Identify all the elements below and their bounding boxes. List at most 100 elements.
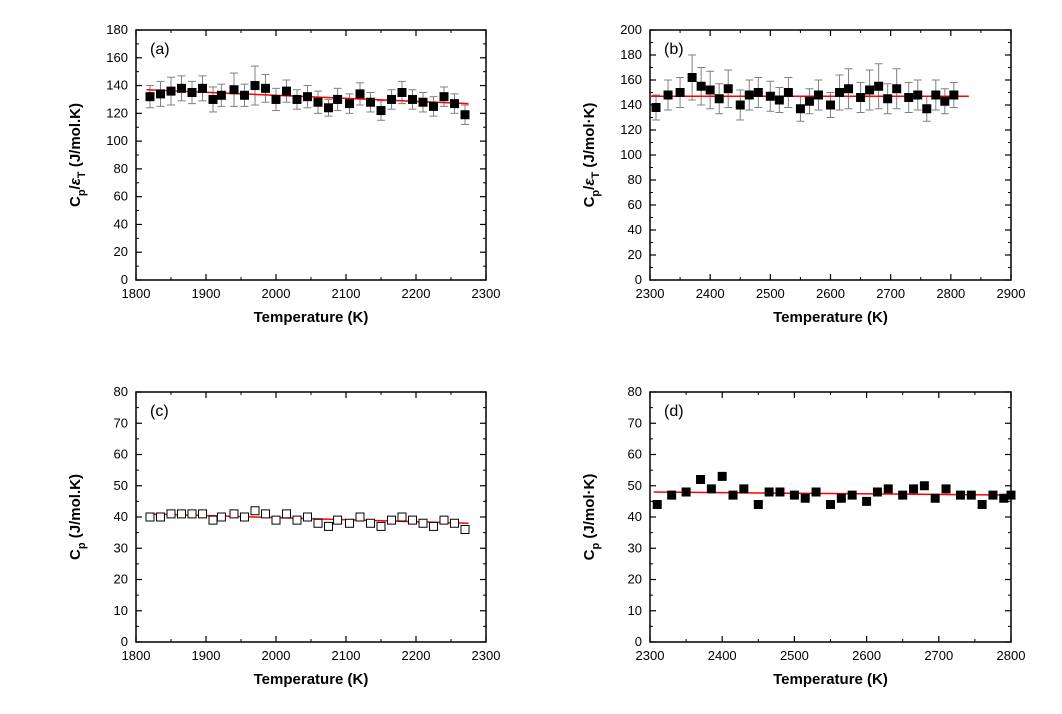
data-marker	[251, 507, 259, 515]
data-marker	[356, 90, 364, 98]
data-marker	[956, 491, 964, 499]
data-marker	[178, 510, 186, 518]
data-marker	[724, 85, 732, 93]
data-marker	[157, 90, 165, 98]
y-tick-label: 10	[628, 603, 642, 618]
plot-frame	[650, 392, 1011, 642]
x-tick-label: 2300	[636, 648, 665, 663]
x-tick-label: 1800	[122, 648, 151, 663]
data-marker	[754, 501, 762, 509]
panel-letter: (b)	[664, 41, 684, 58]
data-marker	[230, 510, 238, 518]
y-tick-label: 30	[114, 540, 128, 555]
x-tick-label: 1900	[192, 286, 221, 301]
data-marker	[754, 89, 762, 97]
data-marker	[283, 510, 291, 518]
data-marker	[217, 91, 225, 99]
y-tick-label: 0	[121, 634, 128, 649]
data-marker	[419, 98, 427, 106]
y-tick-label: 80	[114, 161, 128, 176]
data-marker	[664, 91, 672, 99]
data-marker	[784, 89, 792, 97]
data-marker	[272, 516, 280, 524]
panel-a: 1800190020002100220023000204060801001201…	[36, 10, 514, 342]
x-tick-label: 2000	[262, 648, 291, 663]
data-marker	[766, 92, 774, 100]
x-axis-label: Temperature (K)	[254, 671, 369, 688]
y-tick-label: 200	[620, 22, 642, 37]
x-tick-label: 2300	[636, 286, 665, 301]
data-marker	[910, 485, 918, 493]
data-marker	[745, 91, 753, 99]
y-tick-label: 50	[628, 478, 642, 493]
x-tick-label: 1900	[192, 648, 221, 663]
data-marker	[367, 519, 375, 527]
data-marker	[398, 89, 406, 97]
data-marker	[461, 526, 469, 534]
data-marker	[899, 491, 907, 499]
data-marker	[920, 482, 928, 490]
data-marker	[293, 516, 301, 524]
data-marker	[718, 472, 726, 480]
y-axis-label: Cp/εT (J/mol·K)	[581, 103, 602, 208]
data-marker	[866, 86, 874, 94]
data-marker	[325, 522, 333, 530]
data-marker	[334, 516, 342, 524]
data-marker	[440, 516, 448, 524]
y-tick-label: 120	[106, 105, 128, 120]
y-tick-label: 80	[628, 172, 642, 187]
data-marker	[729, 491, 737, 499]
x-tick-label: 2900	[997, 286, 1026, 301]
data-marker	[230, 86, 238, 94]
data-marker	[356, 513, 364, 521]
data-marker	[653, 501, 661, 509]
data-marker	[676, 89, 684, 97]
data-marker	[241, 513, 249, 521]
data-marker	[461, 111, 469, 119]
data-marker	[736, 101, 744, 109]
y-tick-label: 40	[628, 222, 642, 237]
y-tick-label: 100	[106, 133, 128, 148]
x-tick-label: 2100	[332, 286, 361, 301]
data-marker	[652, 104, 660, 112]
data-marker	[314, 98, 322, 106]
x-tick-label: 1800	[122, 286, 151, 301]
data-marker	[440, 93, 448, 101]
x-tick-label: 2100	[332, 648, 361, 663]
data-marker	[932, 91, 940, 99]
data-marker	[950, 91, 958, 99]
data-marker	[914, 91, 922, 99]
data-marker	[978, 501, 986, 509]
y-tick-label: 120	[620, 122, 642, 137]
data-marker	[905, 94, 913, 102]
data-marker	[707, 485, 715, 493]
data-marker	[805, 97, 813, 105]
data-marker	[814, 91, 822, 99]
x-tick-label: 2400	[708, 648, 737, 663]
y-tick-label: 180	[620, 47, 642, 62]
x-tick-label: 2000	[262, 286, 291, 301]
data-marker	[836, 89, 844, 97]
x-axis-label: Temperature (K)	[773, 671, 888, 688]
data-marker	[272, 95, 280, 103]
data-marker	[845, 85, 853, 93]
data-marker	[827, 501, 835, 509]
data-marker	[199, 510, 207, 518]
y-tick-label: 20	[628, 247, 642, 262]
x-tick-label: 2600	[852, 648, 881, 663]
data-marker	[790, 491, 798, 499]
data-marker	[967, 491, 975, 499]
x-tick-label: 2700	[876, 286, 905, 301]
y-tick-label: 60	[114, 189, 128, 204]
data-marker	[241, 91, 249, 99]
y-axis-label: Cp (J/mol.K)	[67, 474, 88, 560]
data-marker	[884, 95, 892, 103]
data-marker	[262, 510, 270, 518]
x-tick-label: 2300	[472, 648, 501, 663]
data-marker	[430, 102, 438, 110]
x-tick-label: 2400	[696, 286, 725, 301]
plot-frame	[136, 30, 486, 280]
data-marker	[377, 522, 385, 530]
data-marker	[199, 84, 207, 92]
y-tick-label: 50	[114, 478, 128, 493]
